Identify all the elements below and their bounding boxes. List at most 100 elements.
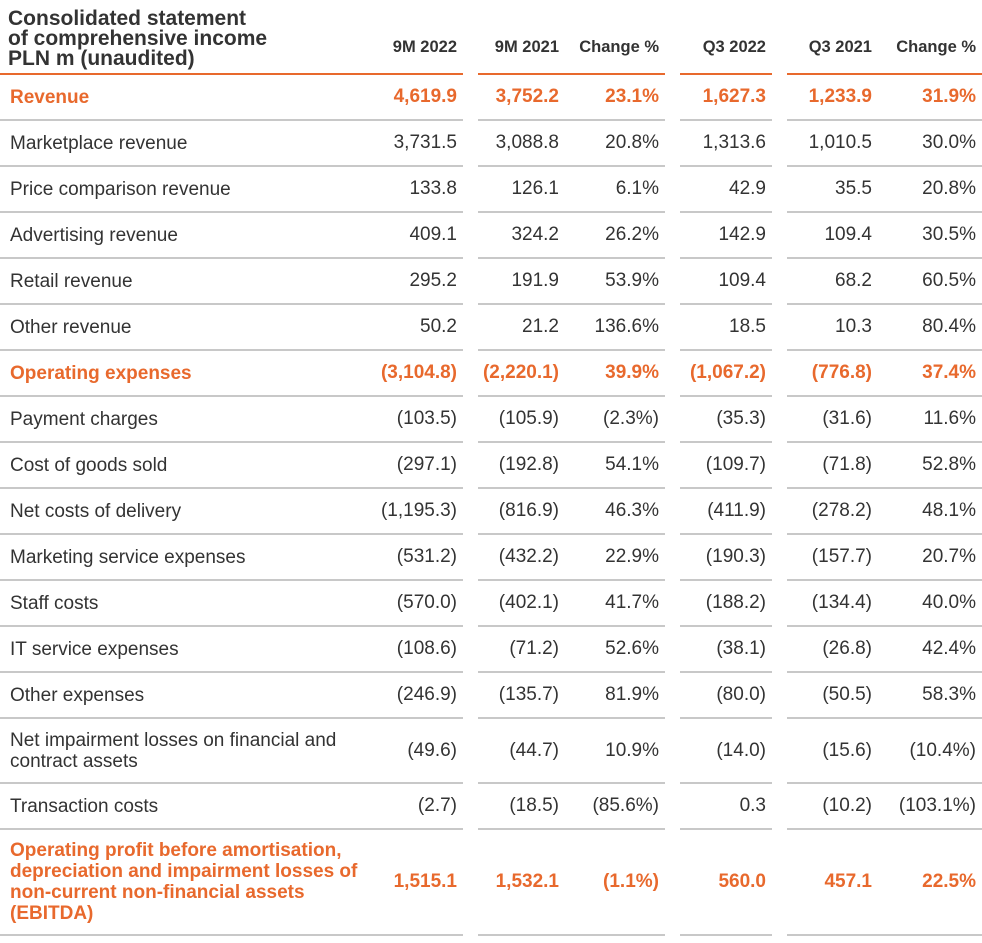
column-gap bbox=[665, 581, 680, 627]
row-value: 136.6% bbox=[565, 305, 665, 351]
column-gap bbox=[463, 627, 478, 673]
row-value: 10.9% bbox=[565, 719, 665, 784]
column-gap bbox=[463, 259, 478, 305]
row-value: (109.7) bbox=[680, 443, 772, 489]
row-value: (103.1%) bbox=[878, 784, 982, 830]
table-row: Revenue 4,619.9 3,752.2 23.1% 1,627.3 1,233.9… bbox=[0, 75, 982, 121]
row-value: (35.3) bbox=[680, 397, 772, 443]
row-value: (49.6) bbox=[372, 719, 463, 784]
row-value: (1,067.2) bbox=[680, 351, 772, 397]
row-value: 22.9% bbox=[565, 535, 665, 581]
column-gap bbox=[463, 784, 478, 830]
table-row: Cost of goods sold (297.1) (192.8) 54.1% (10… bbox=[0, 443, 982, 489]
column-gap bbox=[665, 397, 680, 443]
row-value: 1,010.5 bbox=[787, 121, 878, 167]
row-value: 126.1 bbox=[478, 167, 565, 213]
row-value: 109.4 bbox=[680, 259, 772, 305]
column-gap bbox=[463, 489, 478, 535]
row-value: 133.8 bbox=[372, 167, 463, 213]
row-label: IT service expenses bbox=[0, 627, 372, 673]
row-value: 1,515.1 bbox=[372, 830, 463, 936]
row-value: 295.2 bbox=[372, 259, 463, 305]
column-gap bbox=[772, 535, 787, 581]
column-gap bbox=[772, 121, 787, 167]
column-gap bbox=[665, 535, 680, 581]
column-gap bbox=[665, 0, 680, 75]
row-value: 54.1% bbox=[565, 443, 665, 489]
row-label: Staff costs bbox=[0, 581, 372, 627]
column-gap bbox=[665, 305, 680, 351]
column-gap bbox=[772, 75, 787, 121]
table-title: Consolidated statement of comprehensive i… bbox=[0, 0, 372, 75]
column-gap bbox=[772, 719, 787, 784]
column-gap bbox=[463, 213, 478, 259]
row-value: 52.8% bbox=[878, 443, 982, 489]
row-value: 109.4 bbox=[787, 213, 878, 259]
row-value: 142.9 bbox=[680, 213, 772, 259]
column-gap bbox=[463, 75, 478, 121]
row-value: 1,627.3 bbox=[680, 75, 772, 121]
row-label: Operating expenses bbox=[0, 351, 372, 397]
row-value: (432.2) bbox=[478, 535, 565, 581]
column-header: 9M 2022 bbox=[372, 0, 463, 75]
table-row: Operating profit before amortisation, de… bbox=[0, 830, 982, 936]
table-row: Marketplace revenue 3,731.5 3,088.8 20.8% 1,… bbox=[0, 121, 982, 167]
row-value: (71.2) bbox=[478, 627, 565, 673]
table-row: Marketing service expenses (531.2) (432.2)… bbox=[0, 535, 982, 581]
column-gap bbox=[665, 351, 680, 397]
row-value: (15.6) bbox=[787, 719, 878, 784]
column-gap bbox=[463, 443, 478, 489]
row-value: (1,195.3) bbox=[372, 489, 463, 535]
row-value: (31.6) bbox=[787, 397, 878, 443]
column-gap bbox=[665, 167, 680, 213]
row-value: (411.9) bbox=[680, 489, 772, 535]
table-row: IT service expenses (108.6) (71.2) 52.6% (38… bbox=[0, 627, 982, 673]
row-label: Payment charges bbox=[0, 397, 372, 443]
title-line: PLN m (unaudited) bbox=[8, 47, 195, 70]
table-row: Advertising revenue 409.1 324.2 26.2% 142.9 1… bbox=[0, 213, 982, 259]
row-value: 30.0% bbox=[878, 121, 982, 167]
table-row: Transaction costs (2.7) (18.5) (85.6%) 0.3 (1… bbox=[0, 784, 982, 830]
row-value: (2,220.1) bbox=[478, 351, 565, 397]
column-gap bbox=[772, 167, 787, 213]
row-value: (135.7) bbox=[478, 673, 565, 719]
row-value: (297.1) bbox=[372, 443, 463, 489]
column-gap bbox=[665, 259, 680, 305]
column-gap bbox=[772, 830, 787, 936]
row-value: (190.3) bbox=[680, 535, 772, 581]
row-value: 324.2 bbox=[478, 213, 565, 259]
table-row: Staff costs (570.0) (402.1) 41.7% (188.2) (13… bbox=[0, 581, 982, 627]
row-value: 6.1% bbox=[565, 167, 665, 213]
column-gap bbox=[463, 581, 478, 627]
column-gap bbox=[772, 443, 787, 489]
row-value: 42.4% bbox=[878, 627, 982, 673]
row-value: (44.7) bbox=[478, 719, 565, 784]
row-label: Retail revenue bbox=[0, 259, 372, 305]
table-row: Other revenue 50.2 21.2 136.6% 18.5 10.3 80.4% bbox=[0, 305, 982, 351]
table-body: Revenue 4,619.9 3,752.2 23.1% 1,627.3 1,233.9… bbox=[0, 75, 982, 936]
column-gap bbox=[665, 489, 680, 535]
row-value: 31.9% bbox=[878, 75, 982, 121]
row-value: 1,532.1 bbox=[478, 830, 565, 936]
column-gap bbox=[665, 673, 680, 719]
row-label: Other revenue bbox=[0, 305, 372, 351]
column-gap bbox=[665, 719, 680, 784]
row-label: Marketing service expenses bbox=[0, 535, 372, 581]
column-gap bbox=[463, 305, 478, 351]
row-value: (1.1%) bbox=[565, 830, 665, 936]
row-value: (570.0) bbox=[372, 581, 463, 627]
column-gap bbox=[463, 673, 478, 719]
column-gap bbox=[463, 351, 478, 397]
column-header: Change % bbox=[565, 0, 665, 75]
row-value: (776.8) bbox=[787, 351, 878, 397]
row-value: 26.2% bbox=[565, 213, 665, 259]
row-label: Price comparison revenue bbox=[0, 167, 372, 213]
title-line: of comprehensive income bbox=[8, 27, 268, 50]
row-label: Transaction costs bbox=[0, 784, 372, 830]
table-row: Other expenses (246.9) (135.7) 81.9% (80.0) (… bbox=[0, 673, 982, 719]
column-header: Change % bbox=[878, 0, 982, 75]
row-value: 0.3 bbox=[680, 784, 772, 830]
row-value: 46.3% bbox=[565, 489, 665, 535]
table-row: Net impairment losses on financial and c… bbox=[0, 719, 982, 784]
row-value: (38.1) bbox=[680, 627, 772, 673]
